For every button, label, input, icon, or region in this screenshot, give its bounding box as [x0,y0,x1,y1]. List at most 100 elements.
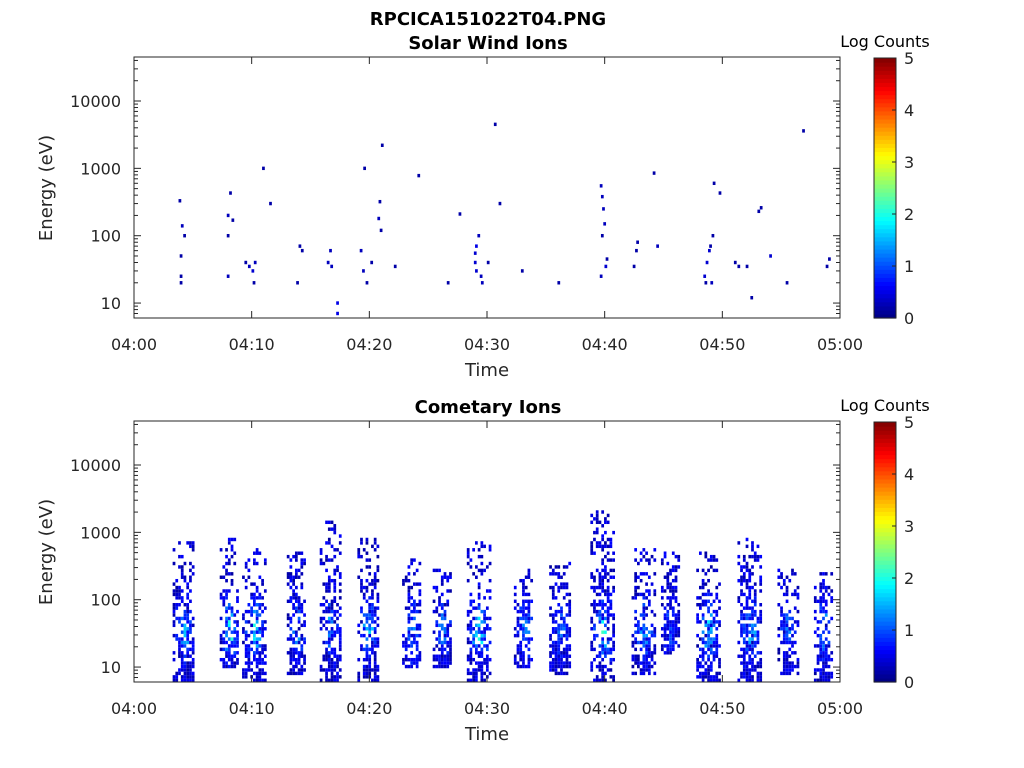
spectrogram-cell [712,554,716,559]
spectrogram-cell [371,582,374,586]
spectrogram-cell [568,664,572,669]
spectrogram-cell [402,582,405,586]
spectrogram-cell [551,664,555,669]
spectrogram-cell [297,671,301,676]
spectrogram-cell [756,637,760,641]
y-tick-label: 1000 [80,159,121,178]
spectrogram-cell [407,572,411,576]
spectrogram-cell [715,596,719,600]
spectrogram-cell [813,644,817,648]
spectrogram-cell [480,664,484,669]
spectrogram-cell [634,558,638,562]
spectrogram-cell [639,630,643,634]
spectrogram-cell [704,281,708,285]
spectrogram-cell [225,592,228,597]
spectrogram-cell [473,260,477,265]
spectrogram-cell [557,572,561,576]
y-tick-label: 100 [90,591,121,610]
colorbar-segment [874,499,896,504]
spectrogram-cell [329,248,332,253]
spectrogram-cell [475,606,478,610]
spectrogram-cell [250,661,254,665]
spectrogram-cell [247,661,251,665]
spectrogram-cell [701,651,705,655]
spectrogram-cell [415,657,419,662]
spectrogram-cell [639,661,643,665]
spectrogram-cell [753,592,757,597]
spectrogram-cell [671,613,675,617]
spectrogram-cell [226,213,230,218]
y-tick-label: 1000 [80,523,121,542]
spectrogram-cell [669,603,672,607]
spectrogram-cell [609,568,613,573]
spectrogram-cell [756,675,760,679]
spectrogram-cell [250,592,254,597]
spectrogram-cell [178,651,181,655]
spectrogram-cell [813,616,817,621]
spectrogram-cell [189,568,192,573]
spectrogram-cell [696,664,699,669]
spectrogram-cell [483,609,486,614]
spectrogram-cell [303,661,306,665]
spectrogram-cell [191,671,195,676]
colorbar-tick-label: 1 [904,621,914,640]
spectrogram-cell [233,620,237,624]
spectrogram-cell [674,640,678,645]
spectrogram-cell [522,578,525,583]
spectrogram-cell [642,613,646,617]
spectrogram-cell [742,637,746,641]
spectrogram-cell [604,671,607,676]
spectrogram-cell [560,657,563,662]
spectrogram-cell [590,541,594,545]
spectrogram-cell [715,558,719,562]
spectrogram-cell [172,678,176,682]
spectrogram-cell [796,609,800,614]
spectrogram-cell [698,551,702,555]
spectrogram-cell [707,668,710,672]
spectrogram-cell [219,548,223,552]
colorbar-segment [874,641,896,647]
spectrogram-cell [227,620,231,624]
spectrogram-cell [230,637,234,641]
spectrogram-cell [742,623,746,628]
spectrogram-cell [449,572,452,576]
spectrogram-cell [653,647,657,652]
spectrogram-cell [551,572,555,576]
spectrogram-cell [230,537,234,542]
spectrogram-cell [756,678,760,682]
spectrogram-cell [250,640,254,645]
spectrogram-cell [562,616,566,621]
spectrogram-cell [244,561,248,566]
spectrogram-cell [415,603,419,607]
spectrogram-cell [595,530,599,535]
spectrogram-cell [822,606,825,610]
spectrogram-cell [740,671,743,676]
spectrogram-cell [262,166,265,171]
spectrogram-cell [602,207,605,211]
spectrogram-cell [557,589,561,593]
spectrogram-cell [472,606,476,610]
spectrogram-cell [788,637,792,641]
spectrogram-cell [562,623,566,628]
spectrogram-cell [373,668,377,672]
spectrogram-cell [598,541,602,545]
spectrogram-cell [440,613,444,617]
spectrogram-cell [180,637,184,641]
spectrogram-cell [446,630,450,634]
spectrogram-cell [485,647,489,652]
spectrogram-cell [469,599,473,604]
spectrogram-cell [796,585,800,590]
x-tick-label: 05:00 [817,699,863,718]
spectrogram-cell [519,644,523,648]
spectrogram-cell [183,654,187,658]
spectrogram-cell [631,657,635,662]
spectrogram-cell [637,657,640,662]
spectrogram-cell [715,592,719,597]
spectrogram-cell [748,661,752,665]
spectrogram-cell [819,633,823,638]
colorbar-segment [874,556,896,561]
spectrogram-cell [303,640,306,645]
spectrogram-cell [598,544,602,549]
spectrogram-cell [360,568,363,573]
spectrogram-cell [759,616,763,621]
